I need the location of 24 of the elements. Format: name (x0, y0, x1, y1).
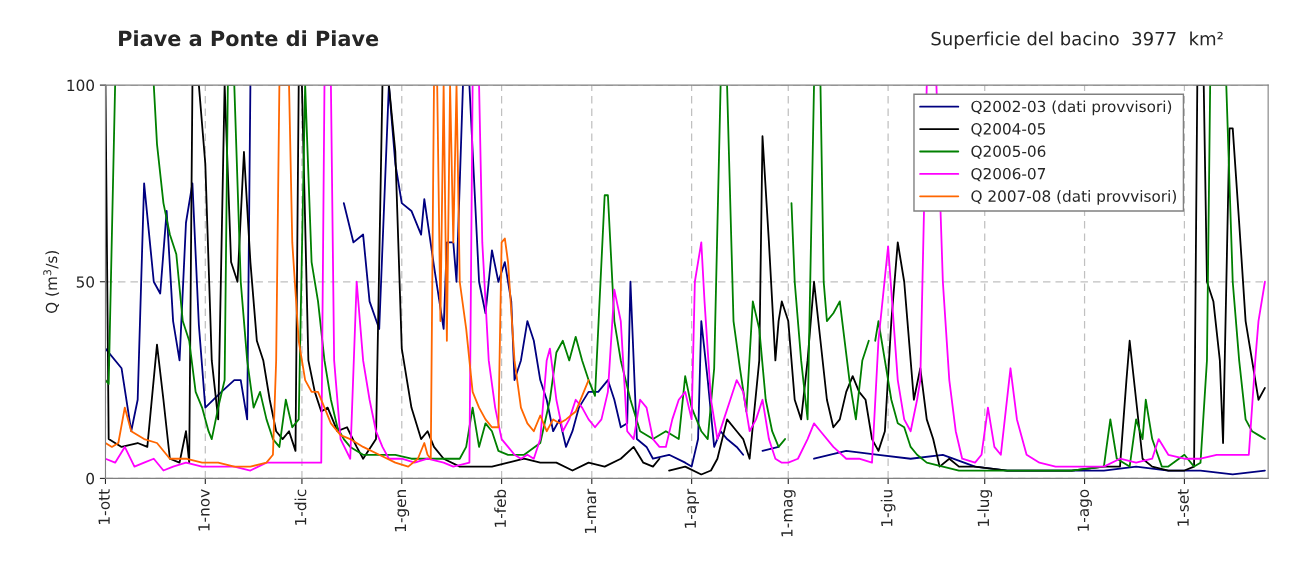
legend-label: Q2002-03 (dati provvisori) (971, 100, 1172, 116)
x-tick-label: 1-mar (584, 488, 597, 533)
legend-label: Q2005-06 (971, 145, 1046, 159)
legend-label: Q2004-05 (971, 123, 1046, 137)
x-tick-label: 1-ago (1077, 489, 1092, 531)
x-tick-label: 1-set (1177, 489, 1189, 526)
chart-subtitle: Superficie del bacino 3977 km² (931, 31, 1223, 49)
x-tick-label: 1-gen (394, 490, 410, 532)
y-axis-title: Q (m$^{3}$/s) (43, 250, 60, 313)
x-tick-label: 1-apr (684, 488, 700, 528)
x-tick-label: 1-dic (294, 489, 307, 525)
y-tick-label: 50 (76, 276, 95, 288)
chart-title: Piave a Ponte di Piave (119, 30, 379, 47)
x-tick-label: 1-nov (198, 489, 210, 531)
x-tick-label: 1-ott (98, 489, 110, 524)
x-tick-label: 1-feb (494, 489, 507, 527)
x-tick-label: 1-mag (781, 490, 796, 537)
x-tick-label: 1-lug (977, 490, 993, 526)
line-series (105, 85, 590, 468)
y-tick-label: 0 (86, 472, 95, 485)
legend-label: Q 2007-08 (dati provvisori) (971, 190, 1176, 205)
legend-label: Q2006-07 (971, 167, 1046, 182)
y-tick-label: 100 (67, 79, 95, 92)
x-tick-label: 1-giu (880, 490, 896, 526)
